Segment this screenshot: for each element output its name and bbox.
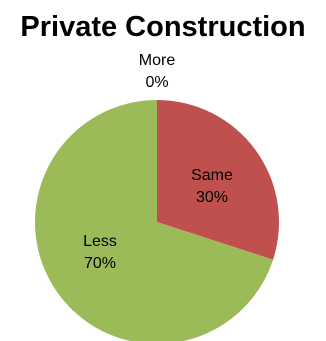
pie-slice-same: [157, 100, 280, 260]
slice-value-more: 0%: [145, 74, 168, 91]
slice-label-more: More: [139, 52, 176, 69]
pie-slice-less: [35, 100, 274, 341]
slice-label-less: Less: [83, 233, 117, 250]
slice-value-same: 30%: [196, 189, 228, 206]
pie-labels: More 0% Same 30% Less 70%: [83, 52, 233, 272]
pie-slices: [35, 100, 280, 341]
slice-value-less: 70%: [84, 255, 116, 272]
chart-title: Private Construction: [20, 11, 305, 43]
slice-label-same: Same: [191, 167, 233, 184]
